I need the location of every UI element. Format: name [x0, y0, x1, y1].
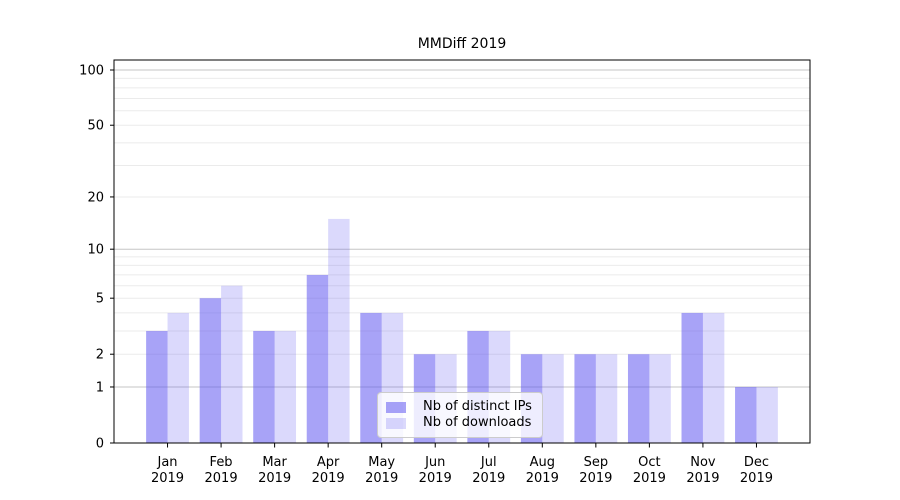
- bar-distinct-ips-nov: [681, 312, 703, 443]
- legend-item-downloads: Nb of downloads: [386, 415, 532, 431]
- x-tick-label-year: 2019: [526, 471, 559, 486]
- x-tick-label-month: Jun: [424, 455, 445, 470]
- x-tick-label-month: Dec: [744, 455, 769, 470]
- axes-frame: [113, 59, 811, 444]
- bar-downloads-apr: [328, 218, 350, 443]
- x-tick-label-year: 2019: [151, 471, 184, 486]
- bar-downloads-dec: [756, 386, 778, 443]
- chart-title: MMDiff 2019: [417, 36, 507, 52]
- y-tick-label: 5: [96, 292, 104, 307]
- legend-swatch-distinct-ips: [386, 401, 406, 413]
- bar-distinct-ips-feb: [199, 298, 222, 443]
- legend-label-distinct-ips: Nb of distinct IPs: [423, 399, 532, 414]
- x-tick-label-year: 2019: [686, 471, 719, 486]
- x-tick-label-month: Jul: [480, 455, 497, 470]
- bar-distinct-ips-apr: [306, 274, 329, 443]
- x-tick-label-month: May: [368, 455, 395, 470]
- x-tick-label-year: 2019: [740, 471, 773, 486]
- x-tick-label-year: 2019: [419, 471, 452, 486]
- x-tick-label-year: 2019: [312, 471, 345, 486]
- bar-distinct-ips-jan: [146, 330, 168, 443]
- bar-distinct-ips-sep: [574, 354, 596, 443]
- legend-swatch-downloads: [386, 417, 406, 429]
- bar-distinct-ips-mar: [253, 330, 275, 443]
- x-tick-label-month: Feb: [210, 455, 233, 470]
- bar-distinct-ips-may: [360, 312, 382, 443]
- x-tick-label-year: 2019: [633, 471, 666, 486]
- y-tick-label: 20: [87, 190, 104, 205]
- bar-downloads-mar: [274, 330, 297, 443]
- bar-downloads-feb: [221, 285, 243, 443]
- x-tick-label-month: Mar: [262, 455, 287, 470]
- legend: Nb of distinct IPs Nb of downloads: [377, 392, 543, 438]
- y-tick-label: 2: [96, 348, 104, 363]
- bar-downloads-nov: [702, 312, 725, 443]
- x-tick-label-month: Aug: [530, 455, 555, 470]
- x-tick-label-month: Sep: [584, 455, 609, 470]
- y-tick-label: 1: [96, 380, 104, 395]
- x-tick-label-year: 2019: [472, 471, 505, 486]
- bar-downloads-jan: [167, 312, 189, 443]
- bar-downloads-sep: [595, 354, 618, 443]
- x-tick-label-year: 2019: [365, 471, 398, 486]
- x-tick-label-year: 2019: [205, 471, 238, 486]
- bar-downloads-oct: [649, 354, 671, 443]
- legend-item-distinct-ips: Nb of distinct IPs: [386, 399, 532, 415]
- x-tick-label-month: Jan: [157, 455, 178, 470]
- bar-distinct-ips-oct: [627, 354, 650, 443]
- y-tick-label: 0: [96, 437, 104, 452]
- x-tick-label-month: Nov: [690, 455, 716, 470]
- bar-downloads-aug: [542, 354, 564, 443]
- legend-label-downloads: Nb of downloads: [423, 415, 532, 430]
- x-tick-label-year: 2019: [258, 471, 291, 486]
- y-tick-label: 50: [87, 119, 104, 134]
- x-tick-label-month: Apr: [317, 455, 340, 470]
- x-tick-label-year: 2019: [579, 471, 612, 486]
- y-tick-label: 10: [87, 243, 104, 258]
- bar-distinct-ips-dec: [735, 386, 757, 443]
- y-tick-label: 100: [79, 64, 104, 79]
- x-tick-label-month: Oct: [638, 455, 660, 470]
